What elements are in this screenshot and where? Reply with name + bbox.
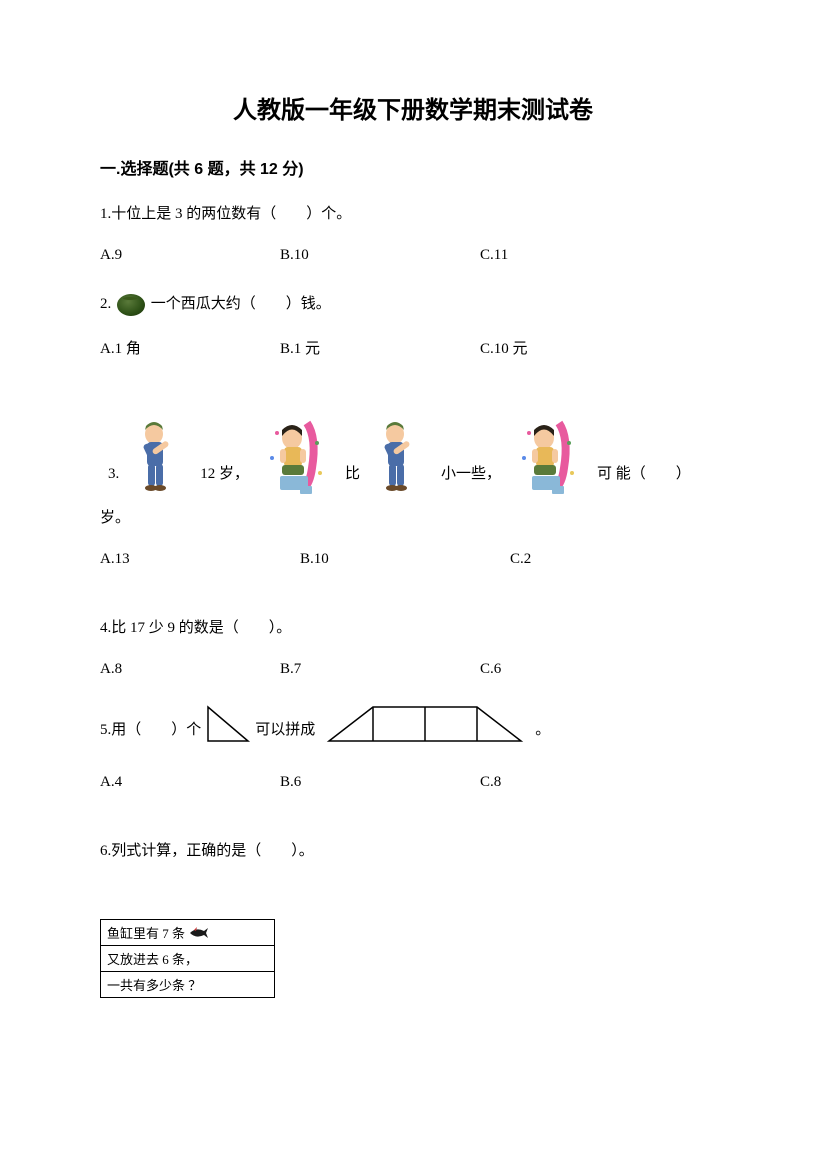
q2-pre: 2. [100, 296, 111, 312]
q5-mid: 可以拼成 [255, 715, 315, 745]
kid-sitting-icon-1 [262, 418, 332, 498]
q5-pre: 5.用（ ）个 [100, 715, 201, 745]
page-title: 人教版一年级下册数学期末测试卷 [100, 90, 726, 125]
q5-opt-a: A.4 [100, 774, 280, 791]
fish-icon [188, 926, 210, 940]
fish-row1-text: 鱼缸里有 7 条 [107, 923, 185, 942]
triangle-icon [204, 703, 252, 756]
q4-text: 4.比 17 少 9 的数是（ ）。 [100, 613, 726, 643]
q3-options: A.13 B.10 C.2 [100, 551, 726, 568]
q5-opt-c: C.8 [480, 774, 660, 791]
section-header: 一.选择题(共 6 题，共 12 分) [100, 155, 726, 179]
fish-box-row-3: 一共有多少条 ？ [101, 972, 274, 997]
q4-opt-c: C.6 [480, 661, 660, 678]
q2-text: 2. 一个西瓜大约（ ）钱。 [100, 289, 726, 319]
q5-opt-b: B.6 [280, 774, 480, 791]
q2-options: A.1 角 B.1 元 C.10 元 [100, 337, 726, 358]
q5-options: A.4 B.6 C.8 [100, 774, 726, 791]
q3-age: 12 岁， [192, 462, 257, 498]
q3-cmp: 比 [337, 462, 368, 498]
trapezoid-icon [325, 703, 525, 756]
q6-text: 6.列式计算，正确的是（ ）。 [100, 836, 726, 866]
fish-row3-text: 一共有多少条 ？ [107, 975, 201, 994]
q2-opt-c: C.10 元 [480, 337, 660, 358]
q3-unit: 岁。 [100, 503, 726, 533]
q5-post: 。 [535, 715, 550, 745]
q5-text: 5.用（ ）个 可以拼成 。 [100, 703, 726, 756]
q3-row: 3. 12 岁， 比 [100, 418, 726, 498]
q2-post: 一个西瓜大约（ ）钱。 [151, 296, 331, 312]
q3-maybe: 可 能（ ） [589, 462, 699, 498]
watermelon-icon [117, 294, 145, 316]
q4-opt-b: B.7 [280, 661, 480, 678]
q4-options: A.8 B.7 C.6 [100, 661, 726, 678]
kid-standing-icon-2 [373, 418, 428, 498]
q1-options: A.9 B.10 C.11 [100, 247, 726, 264]
q2-opt-b: B.1 元 [280, 337, 480, 358]
fish-box-row-2: 又放进去 6 条， [101, 946, 274, 972]
q4-opt-a: A.8 [100, 661, 280, 678]
q3-pre: 3. [100, 466, 127, 498]
kid-standing-icon [132, 418, 187, 498]
fish-row2-text: 又放进去 6 条， [107, 949, 198, 968]
q1-opt-c: C.11 [480, 247, 660, 264]
kid-sitting-icon-2 [514, 418, 584, 498]
q3-opt-c: C.2 [510, 551, 690, 568]
q3-opt-a: A.13 [100, 551, 300, 568]
q1-text: 1.十位上是 3 的两位数有（ ）个。 [100, 199, 726, 229]
q1-opt-a: A.9 [100, 247, 280, 264]
fish-problem-box: 鱼缸里有 7 条 又放进去 6 条， 一共有多少条 ？ [100, 919, 275, 998]
q3-opt-b: B.10 [300, 551, 510, 568]
q3-less: 小一些， [433, 462, 509, 498]
q1-opt-b: B.10 [280, 247, 480, 264]
q2-opt-a: A.1 角 [100, 337, 280, 358]
fish-box-row-1: 鱼缸里有 7 条 [101, 920, 274, 946]
